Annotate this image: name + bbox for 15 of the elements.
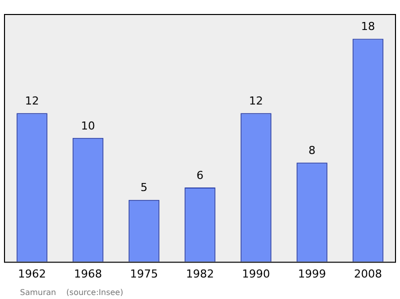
x-tick-label: 1968: [74, 267, 102, 280]
data-label: 12: [249, 94, 263, 108]
text: Samuran (source:Insee): [20, 288, 124, 298]
data-label: 12: [25, 94, 39, 108]
x-tick-label: 2008: [354, 267, 382, 280]
data-label: 5: [140, 181, 148, 194]
data-label: 10: [81, 119, 95, 132]
data-label: 18: [361, 20, 375, 34]
x-tick-label: 1982: [186, 267, 214, 280]
x-tick-label: 1962: [18, 267, 46, 280]
x-tick-label: 1990: [242, 267, 270, 280]
x-tick-label: 1975: [130, 267, 158, 280]
data-label: 8: [308, 144, 316, 158]
data-label: 6: [196, 168, 204, 182]
x-tick-label: 1999: [298, 267, 326, 280]
